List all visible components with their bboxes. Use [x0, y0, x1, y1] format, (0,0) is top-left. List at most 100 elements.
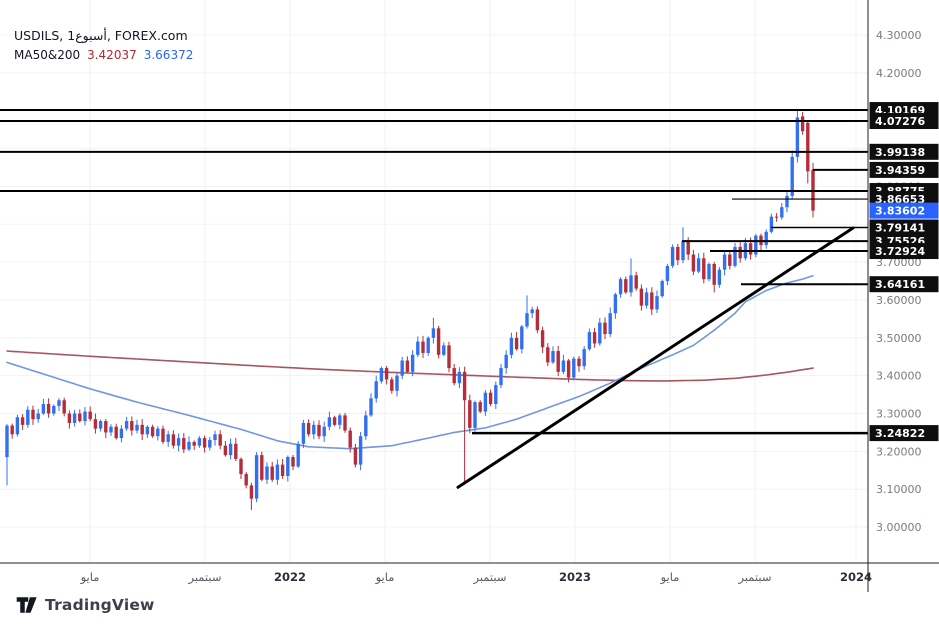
ma200-line[interactable] — [6, 350, 814, 382]
candle-body — [104, 421, 108, 433]
candle-body — [374, 381, 378, 399]
candle-body — [88, 411, 92, 420]
candle-body — [301, 422, 306, 444]
level-lines — [0, 109, 868, 435]
candle-body — [20, 417, 25, 425]
candle-body — [676, 246, 680, 261]
axis-label: 3.79141 — [875, 222, 925, 235]
candle-body — [249, 485, 254, 499]
candle-body — [769, 216, 774, 232]
candle-body — [306, 422, 311, 435]
candle-body — [624, 279, 628, 293]
time-axis[interactable]: مايو سبتمبر 2022 مايو سبتمبر 2023 مايو سبتمبر 20… — [80, 570, 872, 585]
candle-body — [577, 358, 581, 367]
ma-indicator-legend[interactable]: MA50&200 3.42037 3.66372 — [14, 46, 193, 65]
axis-label: 4.07276 — [875, 115, 925, 128]
candle-body — [192, 441, 196, 446]
axis-label: 3.10000 — [876, 483, 922, 496]
candle-body — [234, 443, 238, 459]
candle-body — [722, 254, 727, 270]
candle-body — [774, 216, 779, 218]
candle-body — [72, 413, 77, 423]
candle-body — [785, 195, 789, 208]
axis-label: سبتمبر — [737, 570, 771, 585]
candle-body — [265, 466, 269, 480]
candle-body — [431, 328, 436, 338]
level-price-badge — [869, 425, 939, 442]
axis-label: 3.64161 — [875, 278, 925, 291]
symbol-title[interactable]: USDILS, 1أسبوع, FOREX.com — [14, 28, 188, 43]
candle-body — [551, 351, 555, 363]
candle-body — [691, 254, 696, 272]
candle-body — [317, 424, 321, 437]
chart-legend: USDILS, 1أسبوع, FOREX.com MA50&200 3.4203… — [14, 26, 193, 65]
candle-body — [717, 269, 722, 285]
candle-body — [504, 354, 508, 369]
level-price-badge — [869, 161, 939, 178]
candle-body — [228, 443, 233, 456]
candle-body — [332, 417, 337, 425]
candle-body — [754, 235, 758, 255]
candle-body — [650, 292, 654, 310]
axis-label: مايو — [375, 570, 395, 585]
candle-body — [634, 275, 638, 289]
axis-label: 3.24822 — [875, 427, 925, 440]
candle-body — [670, 246, 675, 266]
candle-body — [67, 413, 72, 423]
axis-label: 3.50000 — [876, 332, 922, 345]
candle-body — [696, 258, 701, 272]
ma50-value: 3.66372 — [143, 48, 194, 62]
candle-body — [530, 309, 534, 314]
candle-body — [187, 441, 191, 450]
level-price-badge — [869, 219, 939, 236]
candle-body — [364, 415, 368, 437]
price-badges: 4.101694.072763.991383.943593.887753.866… — [869, 102, 939, 442]
candle-body — [5, 425, 9, 458]
candle-body — [566, 360, 571, 378]
candle-body — [244, 474, 248, 486]
candle-body — [130, 421, 134, 431]
candle-body — [15, 417, 20, 435]
candle-body — [655, 296, 659, 310]
candle-body — [525, 313, 529, 327]
candle-body — [592, 332, 597, 344]
axis-label: 2023 — [559, 570, 591, 584]
ma50-line[interactable] — [6, 274, 814, 450]
candle-body — [618, 279, 623, 295]
trend-line[interactable] — [456, 226, 855, 489]
candle-body — [275, 464, 280, 480]
candle-body — [348, 430, 352, 448]
candle-body — [322, 426, 326, 437]
candle-body — [468, 400, 472, 428]
candle-body — [270, 466, 274, 480]
candle-body — [608, 313, 612, 335]
candle-body — [405, 360, 410, 372]
candle-body — [98, 421, 103, 429]
candle-body — [494, 385, 498, 405]
candle-body — [806, 122, 810, 172]
candle-body — [582, 349, 586, 367]
grid — [0, 0, 868, 563]
candle-body — [296, 443, 300, 467]
candle-body — [109, 426, 113, 433]
axis-label: 3.99138 — [875, 146, 925, 159]
candle-body — [286, 457, 290, 476]
candle-body — [613, 294, 618, 314]
candle-body — [488, 392, 493, 405]
candle-body — [395, 375, 399, 391]
candle-body — [540, 330, 545, 348]
candle-body — [520, 326, 524, 350]
candle-body — [78, 413, 82, 422]
candle-body — [733, 246, 737, 266]
tradingview-wordmark: TradingView — [45, 596, 155, 614]
tradingview-watermark[interactable]: TradingView — [16, 596, 155, 614]
axis-label: سبتمبر — [472, 570, 506, 585]
axis-label: 4.20000 — [876, 67, 922, 80]
axis-label: 3.40000 — [876, 370, 922, 383]
candlestick-series — [5, 109, 815, 511]
level-price-badge — [869, 276, 939, 293]
candle-body — [213, 434, 217, 440]
candle-body — [483, 392, 488, 412]
candle-body — [31, 409, 35, 420]
